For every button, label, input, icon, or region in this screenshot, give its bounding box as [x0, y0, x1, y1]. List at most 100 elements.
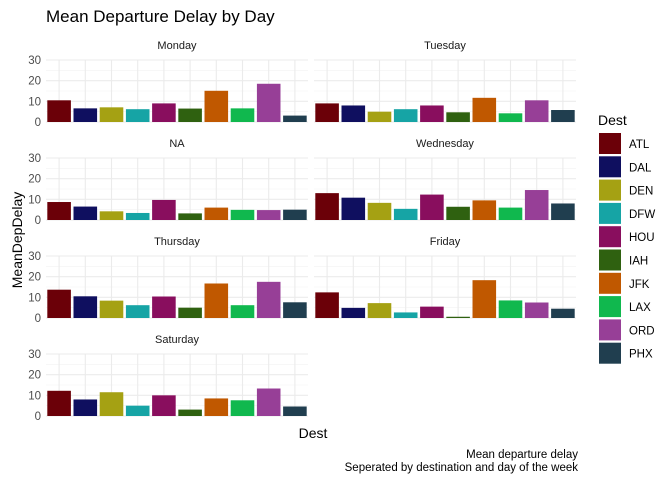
bar-thursday-jfk — [204, 283, 229, 318]
bar-monday-dal — [73, 108, 98, 122]
y-tick-label: 10 — [28, 390, 41, 402]
facet-panel-monday: Monday 0 10 20 30 — [28, 40, 308, 129]
legend-label-atl: ATL — [629, 139, 650, 151]
facet-strip-label: Tuesday — [424, 40, 466, 52]
bar-tuesday-hou — [420, 105, 444, 122]
y-tick-label: 30 — [28, 251, 41, 263]
bar-friday-lax — [498, 300, 523, 318]
bar-tuesday-dfw — [393, 109, 418, 122]
bar-wednesday-lax — [498, 207, 523, 220]
bar-thursday-hou — [152, 296, 176, 318]
legend-swatch-dfw — [599, 202, 621, 224]
y-tick-label: 0 — [35, 313, 41, 325]
bar-saturday-atl — [47, 390, 71, 416]
bar-wednesday-iah — [446, 206, 470, 220]
y-tick-label: 20 — [28, 272, 41, 284]
facet-panel-wednesday: Wednesday — [314, 138, 576, 221]
bar-monday-jfk — [204, 90, 229, 122]
y-tick-label: 0 — [35, 411, 41, 423]
bar-wednesday-jfk — [472, 200, 497, 220]
bar-friday-den — [367, 303, 392, 318]
bar-tuesday-dal — [341, 105, 366, 122]
y-tick-label: 10 — [28, 96, 41, 108]
bar-saturday-lax — [230, 400, 255, 416]
bar-saturday-hou — [152, 395, 176, 416]
bar-na-den — [99, 211, 124, 220]
legend-swatch-den — [599, 179, 621, 201]
y-tick-label: 20 — [28, 174, 41, 186]
bar-friday-hou — [420, 306, 444, 318]
facet-panel-tuesday: Tuesday — [314, 40, 576, 123]
legend-label-den: DEN — [629, 186, 653, 198]
legend-label-dal: DAL — [629, 162, 652, 174]
y-tick-label: 20 — [28, 370, 41, 382]
legend-swatch-iah — [599, 249, 621, 271]
facet-strip-label: Monday — [157, 40, 197, 52]
bar-wednesday-dal — [341, 197, 366, 220]
y-tick-label: 30 — [28, 349, 41, 361]
bar-monday-phx — [283, 115, 307, 122]
bar-wednesday-phx — [551, 203, 575, 220]
bar-friday-atl — [315, 292, 339, 318]
bar-saturday-phx — [283, 406, 307, 416]
bar-monday-iah — [178, 108, 202, 122]
bar-friday-ord — [524, 302, 549, 318]
bar-na-jfk — [204, 207, 229, 220]
bar-thursday-ord — [256, 281, 281, 318]
legend-swatch-dal — [599, 156, 621, 178]
facet-panel-saturday: Saturday 0 10 20 30 — [28, 334, 308, 423]
legend-label-phx: PHX — [629, 349, 653, 361]
facet-strip-label: Thursday — [154, 236, 200, 248]
caption-line-1: Mean departure delay — [466, 449, 578, 461]
bar-na-atl — [47, 202, 71, 220]
bar-tuesday-den — [367, 111, 392, 122]
legend-label-jfk: JFK — [629, 279, 650, 291]
bar-thursday-iah — [178, 307, 202, 318]
bar-tuesday-lax — [498, 113, 523, 122]
legend-swatch-hou — [599, 226, 621, 248]
bar-na-lax — [230, 209, 255, 220]
bar-saturday-jfk — [204, 398, 229, 416]
bar-thursday-lax — [230, 305, 255, 318]
bar-saturday-iah — [178, 409, 202, 416]
bar-thursday-dal — [73, 296, 98, 318]
legend-swatch-phx — [599, 342, 621, 364]
bar-tuesday-jfk — [472, 97, 497, 122]
bar-saturday-dfw — [125, 405, 150, 416]
bar-saturday-den — [99, 392, 124, 416]
bar-tuesday-atl — [315, 103, 339, 122]
bar-thursday-atl — [47, 289, 71, 318]
bar-wednesday-den — [367, 202, 392, 220]
y-axis-label: MeanDepDelay — [9, 192, 25, 289]
legend: ATL DAL DEN DFW HOU IAH JFK LAX ORD PHX — [599, 133, 655, 364]
legend-label-iah: IAH — [629, 256, 648, 268]
y-tick-label: 30 — [28, 55, 41, 67]
bar-na-ord — [256, 210, 281, 220]
bar-monday-hou — [152, 103, 176, 122]
bar-saturday-ord — [256, 388, 281, 416]
legend-label-hou: HOU — [629, 232, 655, 244]
bar-thursday-den — [99, 300, 124, 318]
bar-monday-ord — [256, 83, 281, 122]
bar-friday-iah — [446, 316, 470, 318]
bar-na-dfw — [125, 212, 150, 220]
bar-wednesday-hou — [420, 194, 444, 220]
facet-panel-friday: Friday — [314, 236, 576, 319]
bar-na-iah — [178, 213, 202, 220]
facet-strip-label: Wednesday — [416, 138, 474, 150]
bar-wednesday-atl — [315, 193, 339, 220]
bar-wednesday-dfw — [393, 208, 418, 220]
x-axis-label: Dest — [299, 425, 328, 441]
facet-panel-thursday: Thursday 0 10 20 30 — [28, 236, 308, 325]
bar-friday-dal — [341, 307, 366, 318]
caption-line-2: Seperated by destination and day of the … — [345, 462, 579, 474]
legend-swatch-lax — [599, 296, 621, 318]
bar-monday-atl — [47, 100, 71, 122]
bar-wednesday-ord — [524, 190, 549, 220]
bar-friday-dfw — [393, 312, 418, 318]
legend-title: Dest — [598, 112, 627, 128]
y-tick-label: 0 — [35, 117, 41, 129]
bar-friday-jfk — [472, 280, 497, 318]
facet-panels: Monday 0 10 20 30 Tuesday NA 0 10 20 30 Wednesday Th… — [28, 40, 576, 423]
